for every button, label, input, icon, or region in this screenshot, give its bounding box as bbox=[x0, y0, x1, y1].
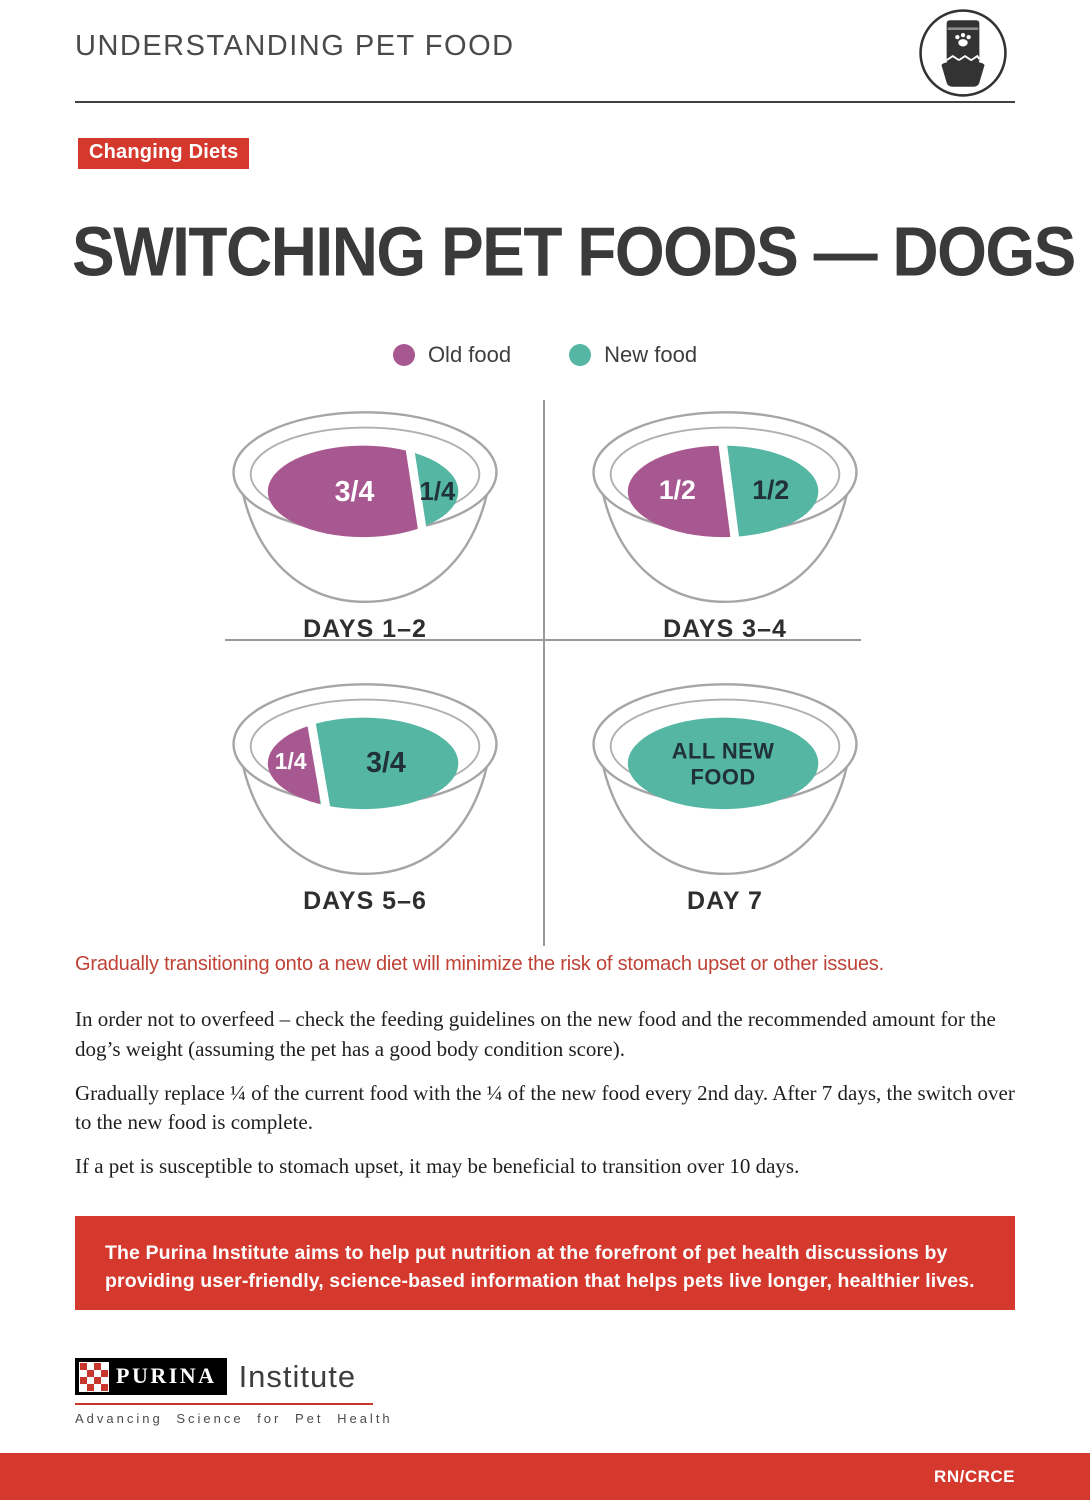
legend-item-new-food: New food bbox=[569, 342, 697, 368]
old-food-dot-icon bbox=[392, 344, 415, 366]
legend: Old food New food bbox=[0, 342, 1090, 368]
old-fraction-label: 3/4 bbox=[335, 476, 375, 508]
quadrant-divider-vertical bbox=[543, 400, 545, 946]
bowl-illustration: ALL NEW FOOD bbox=[592, 683, 858, 876]
bowl-label: DAYS 5–6 bbox=[303, 887, 427, 915]
transition-diagram: 3/4 1/4 DAYS 1–2 1/2 1/2 DAYS 3–4 bbox=[185, 398, 905, 958]
bowl-days-1-2: 3/4 1/4 DAYS 1–2 bbox=[185, 398, 545, 644]
page-title: SWITCHING PET FOODS — DOGS bbox=[72, 213, 1076, 291]
food-new-portion bbox=[627, 717, 819, 810]
paragraph-overfeed: In order not to overfeed – check the fee… bbox=[75, 1007, 996, 1061]
purina-wordmark: PURINA bbox=[116, 1362, 217, 1388]
pet-food-bag-icon bbox=[918, 8, 1008, 98]
new-fraction-label: 1/4 bbox=[420, 478, 456, 506]
old-fraction-label: 1/2 bbox=[659, 475, 696, 505]
body-text: In order not to overfeed – check the fee… bbox=[75, 1005, 1020, 1196]
bowl-label: DAY 7 bbox=[687, 887, 763, 915]
bowl-day-7: ALL NEW FOOD DAY 7 bbox=[545, 670, 905, 916]
footer-bar: RN/CRCE bbox=[0, 1453, 1090, 1500]
bowl-days-5-6: 1/4 3/4 DAYS 5–6 bbox=[185, 670, 545, 916]
logo-tagline: Advancing Science for Pet Health bbox=[75, 1411, 393, 1426]
purina-mission-banner: The Purina Institute aims to help put nu… bbox=[75, 1216, 1015, 1310]
footer-code: RN/CRCE bbox=[934, 1467, 1015, 1486]
food-old-portion bbox=[627, 445, 736, 538]
purina-checkerboard-icon bbox=[79, 1361, 109, 1392]
new-food-dot-icon bbox=[569, 344, 592, 366]
bowl-illustration: 1/2 1/2 bbox=[592, 411, 858, 604]
section-badge: Changing Diets bbox=[78, 138, 250, 169]
bowl-days-3-4: 1/2 1/2 DAYS 3–4 bbox=[545, 398, 905, 644]
quadrant-divider-horizontal bbox=[225, 639, 861, 641]
bowl-label: DAYS 1–2 bbox=[303, 615, 427, 643]
institute-wordmark: Institute bbox=[238, 1358, 357, 1394]
lead-sentence: Gradually transitioning onto a new diet … bbox=[75, 953, 884, 975]
header-divider bbox=[75, 101, 1015, 103]
old-fraction-label: 1/4 bbox=[275, 748, 307, 774]
purina-institute-logo: PURINA Institute Advancing Science for P… bbox=[75, 1358, 393, 1426]
banner-line-1: The Purina Institute aims to help put nu… bbox=[105, 1242, 948, 1264]
banner-line-2: providing user-friendly, science-based i… bbox=[105, 1270, 975, 1293]
new-fraction-label: 1/2 bbox=[752, 475, 789, 505]
purina-logo-box: PURINA bbox=[75, 1358, 227, 1395]
legend-item-old-food: Old food bbox=[392, 342, 512, 368]
page-header-title: UNDERSTANDING PET FOOD bbox=[75, 30, 515, 62]
all-new-food-label-line2: FOOD bbox=[691, 764, 756, 789]
paragraph-replace-quarter: Gradually replace ¼ of the current food … bbox=[75, 1080, 1015, 1135]
all-new-food-label-line1: ALL NEW bbox=[672, 739, 775, 764]
new-fraction-label: 3/4 bbox=[366, 747, 406, 779]
bowl-label: DAYS 3–4 bbox=[663, 615, 787, 643]
legend-label-old: Old food bbox=[427, 342, 512, 367]
logo-underline bbox=[75, 1403, 373, 1405]
bowl-illustration: 1/4 3/4 bbox=[232, 683, 498, 876]
legend-label-new: New food bbox=[604, 342, 698, 367]
bowl-illustration: 3/4 1/4 bbox=[232, 411, 498, 604]
paragraph-susceptible: If a pet is susceptible to stomach upset… bbox=[75, 1154, 800, 1179]
